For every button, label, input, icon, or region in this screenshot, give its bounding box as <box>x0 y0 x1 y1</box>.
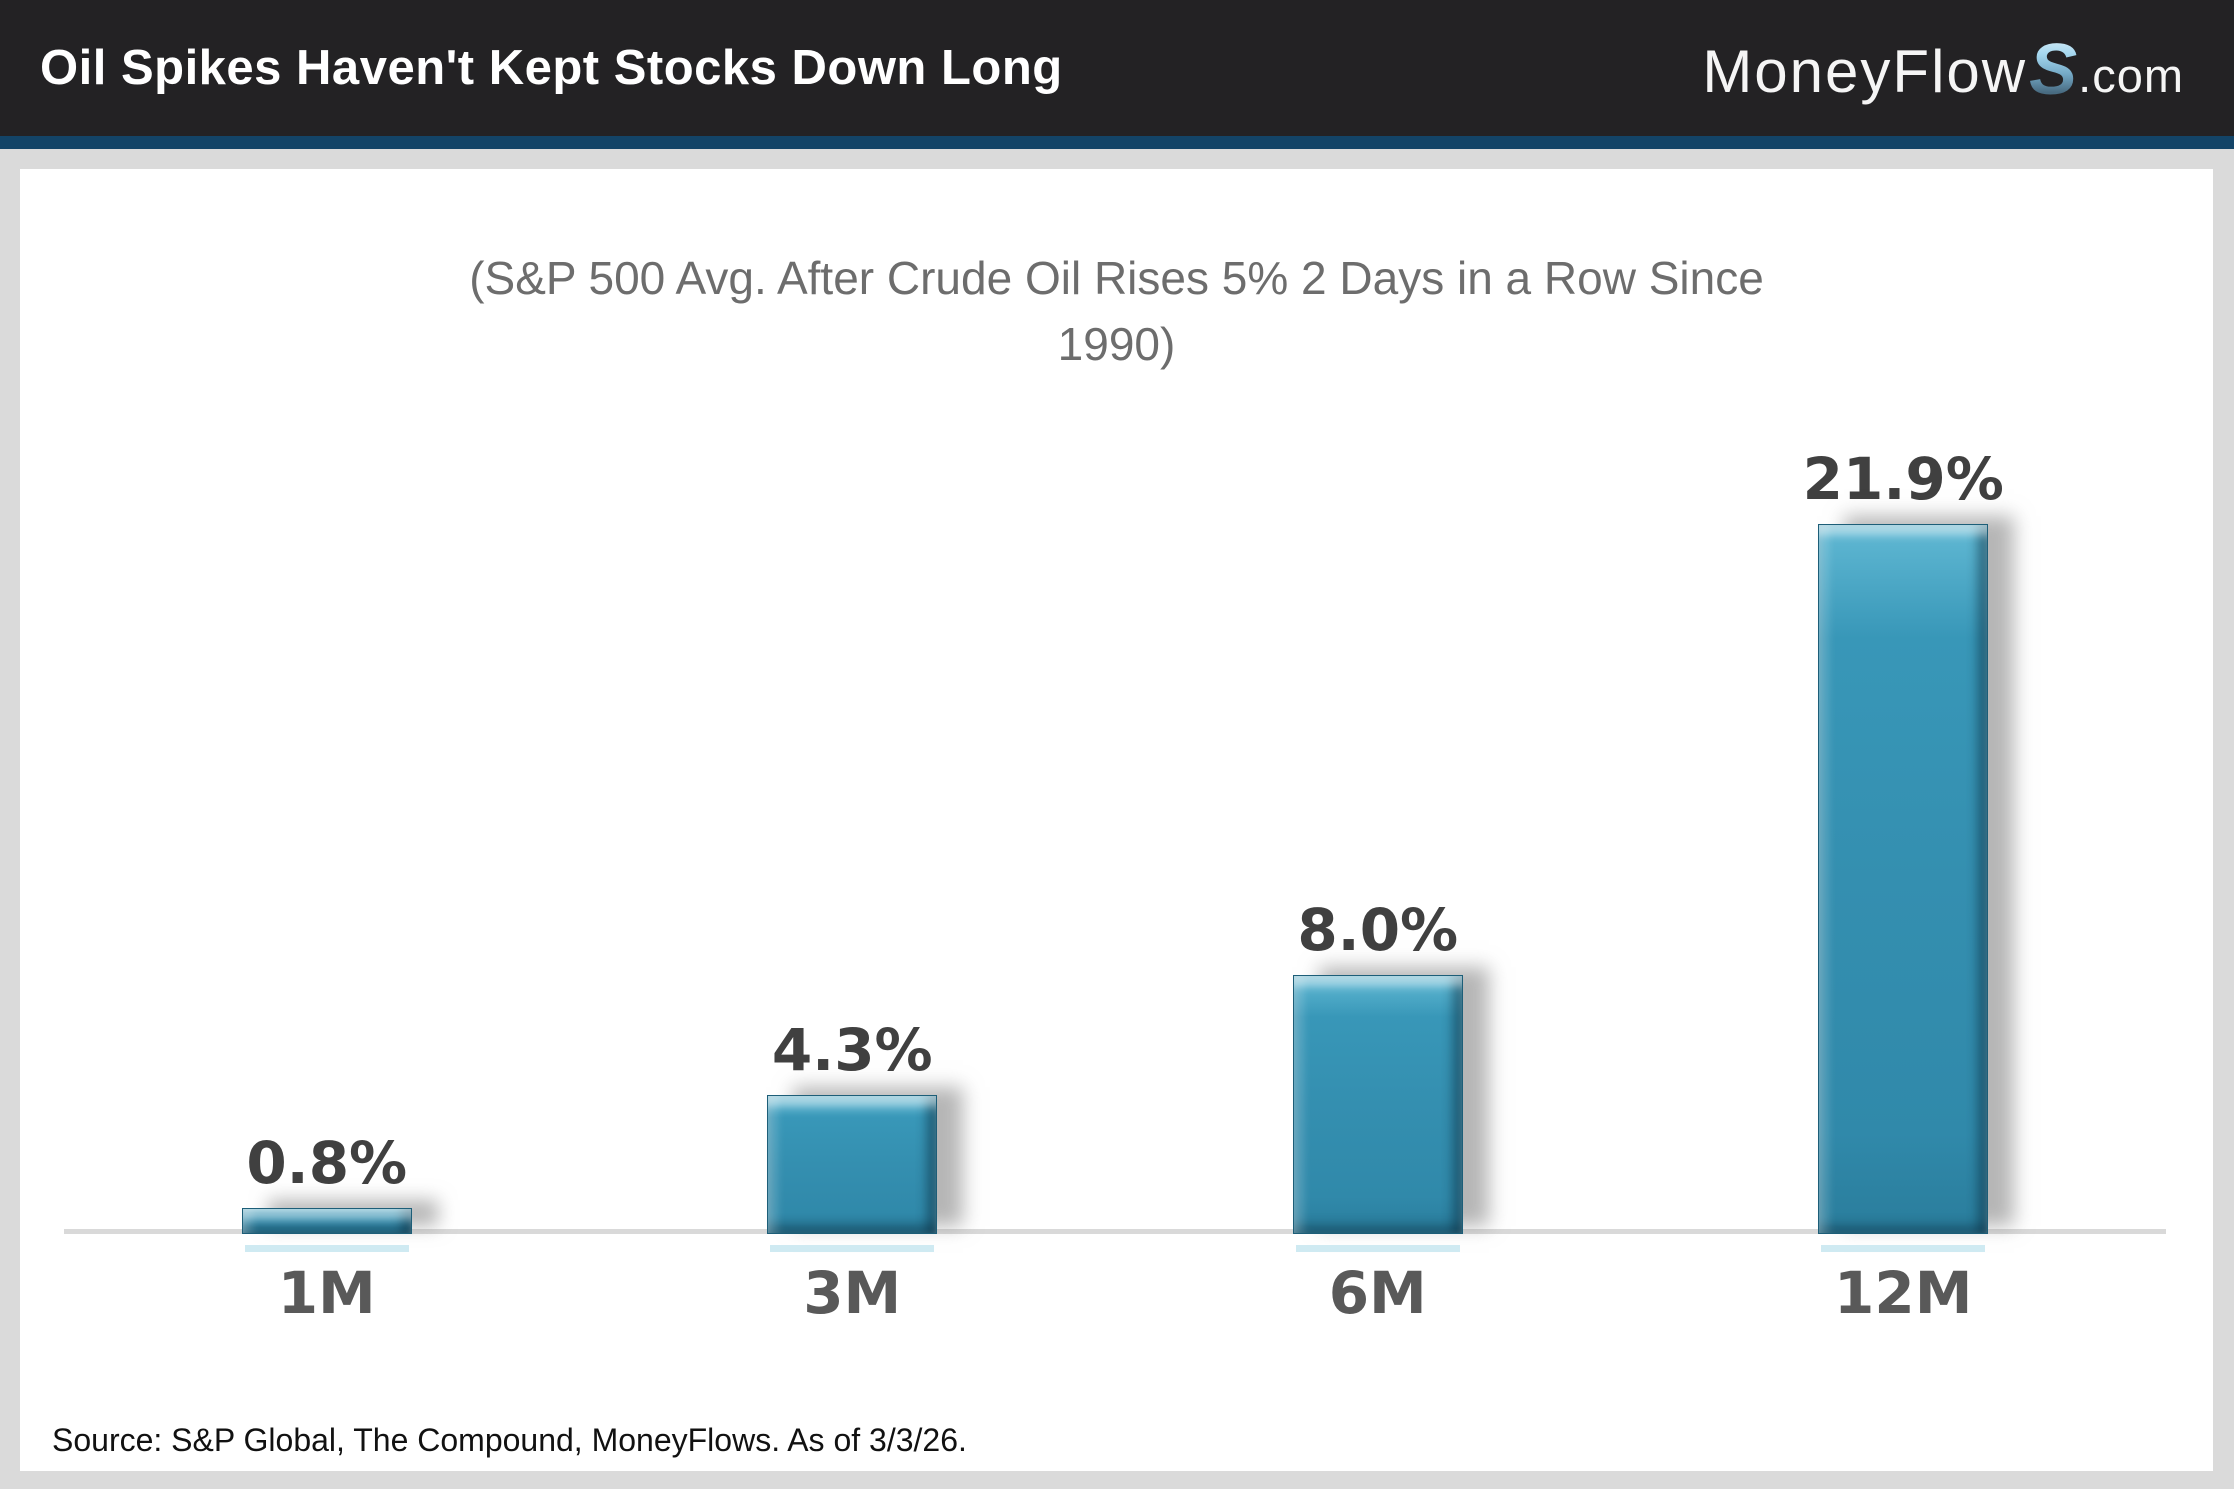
source-note: Source: S&P Global, The Compound, MoneyF… <box>52 1422 967 1458</box>
bars-row: 0.8% 4.3% 8.0% 21.9% <box>64 169 2167 1252</box>
bar-value-label: 4.3% <box>771 1016 933 1085</box>
accent-divider <box>0 136 2234 149</box>
bar-slot: 21.9% <box>1641 169 2167 1252</box>
bar-1M <box>241 1208 412 1252</box>
category-label: 6M <box>1328 1259 1427 1327</box>
chart-title: (S&P 500 Avg. After Crude Oil Rises 5% 2… <box>20 245 2213 377</box>
category-row: 1M 3M 6M 12M <box>64 1261 2166 1325</box>
logo-text-prefix: MoneyFlow <box>1702 38 2028 105</box>
logo-s-swoosh-icon: S <box>2029 30 2078 110</box>
header-bar: Oil Spikes Haven't Kept Stocks Down Long… <box>0 0 2234 136</box>
bar-value-label: 0.8% <box>246 1129 408 1198</box>
bar-12M <box>1818 524 1989 1252</box>
category-label: 3M <box>803 1259 902 1327</box>
page-title: Oil Spikes Haven't Kept Stocks Down Long <box>40 41 1063 95</box>
bar-6M <box>1292 975 1463 1252</box>
bar-value-label: 21.9% <box>1802 445 2004 514</box>
bar-slot: 8.0% <box>1115 169 1641 1252</box>
category-label: 1M <box>277 1259 376 1327</box>
moneyflows-logo: MoneyFlow S .com <box>1702 27 2184 110</box>
chart-panel: (S&P 500 Avg. After Crude Oil Rises 5% 2… <box>20 169 2213 1471</box>
logo-text-suffix: .com <box>2078 49 2184 102</box>
bar-slot: 4.3% <box>590 169 1116 1252</box>
bar-value-label: 8.0% <box>1297 896 1459 965</box>
x-axis-line <box>64 1229 2166 1234</box>
chart-title-text: (S&P 500 Avg. After Crude Oil Rises 5% 2… <box>469 252 1764 370</box>
bar-3M <box>767 1095 938 1252</box>
category-label: 12M <box>1834 1259 1973 1327</box>
bar-slot: 0.8% <box>64 169 590 1252</box>
